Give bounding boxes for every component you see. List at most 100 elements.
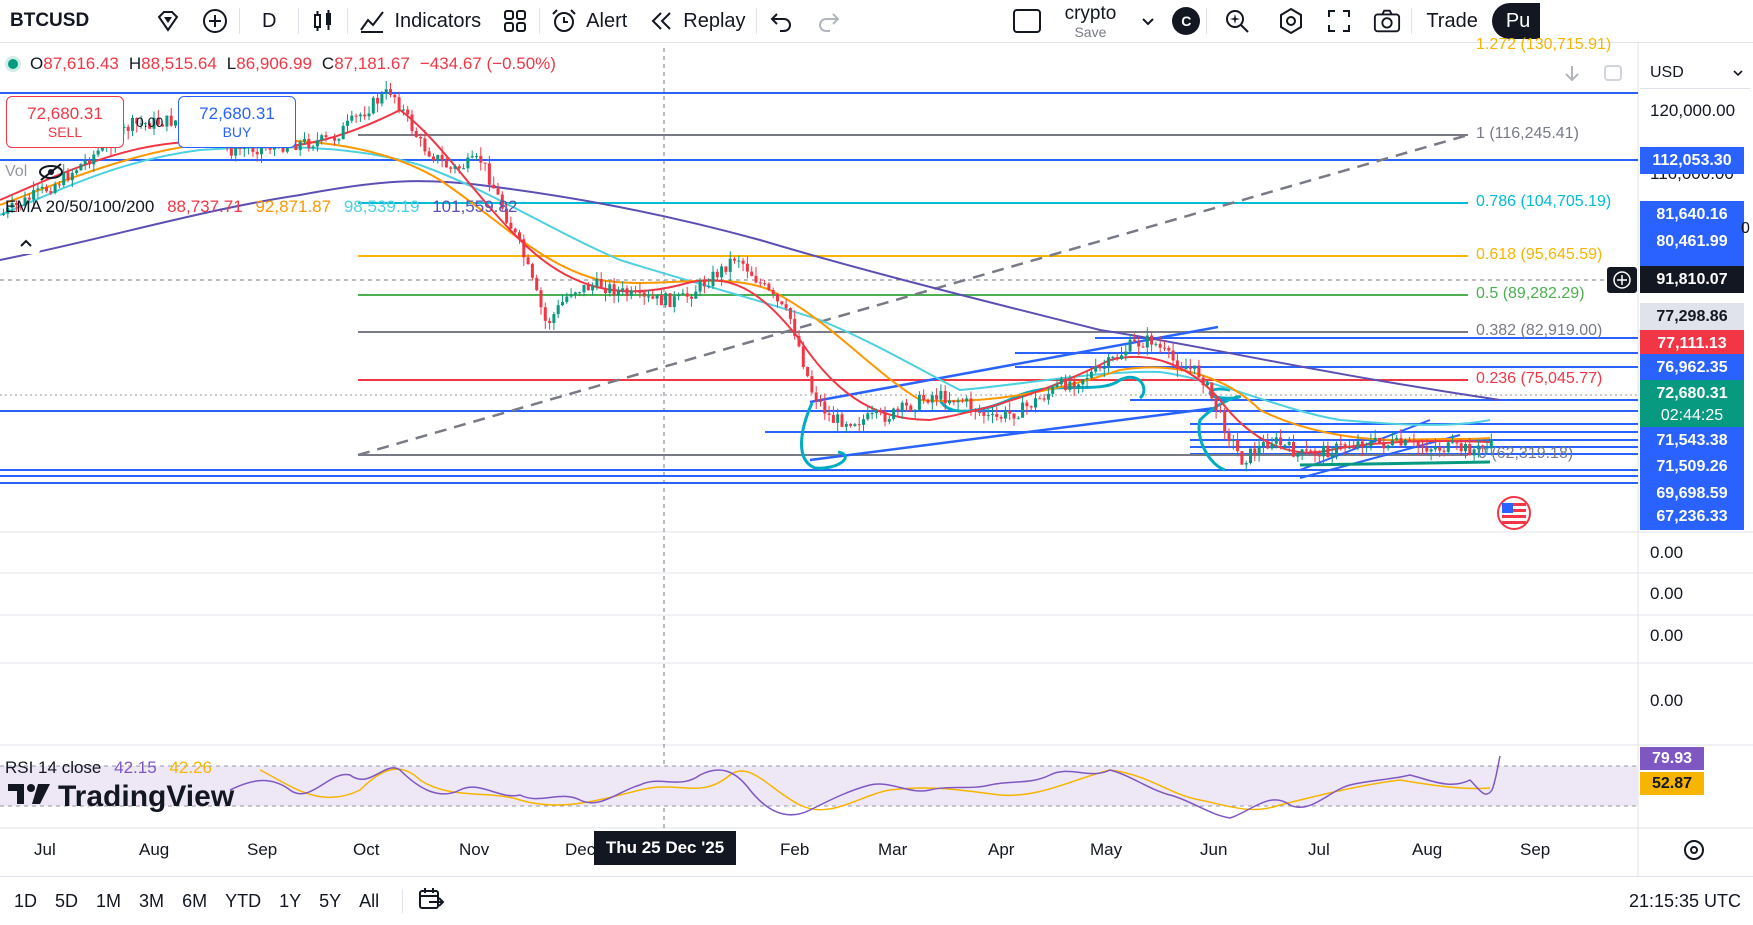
goto-date-button[interactable]	[417, 886, 445, 917]
publish-button[interactable]: Pu	[1491, 3, 1541, 39]
eye-crossed-icon[interactable]	[38, 162, 64, 182]
range-5y-button[interactable]: 5Y	[319, 890, 342, 911]
currency-select[interactable]: USD	[1640, 57, 1750, 89]
candle-body	[350, 115, 354, 121]
range-1m-button[interactable]: 1M	[96, 890, 122, 911]
settings-button[interactable]	[1267, 0, 1315, 43]
candle-body	[849, 424, 853, 426]
us-flag-icon[interactable]	[1497, 496, 1531, 530]
channel-upper-line[interactable]	[809, 325, 1219, 404]
high-value: 88,515.64	[141, 54, 217, 73]
candle-body	[1115, 356, 1119, 360]
channel-line-small[interactable]	[1299, 434, 1461, 479]
candle-body	[1485, 448, 1489, 450]
candle-body	[788, 308, 792, 319]
ema-legend[interactable]: EMA 20/50/100/200 88,737.71 92,871.87 98…	[5, 197, 517, 217]
candles-icon	[309, 7, 337, 35]
pane-value: 0.00	[1650, 543, 1684, 562]
candle-body	[479, 155, 483, 163]
range-3m-button[interactable]: 3M	[139, 890, 165, 911]
account-button[interactable]: C	[1166, 0, 1206, 43]
fib-trend-line[interactable]	[357, 133, 1469, 457]
redo-button[interactable]	[805, 0, 853, 43]
volume-legend[interactable]: Vol	[5, 162, 64, 182]
rsi-legend[interactable]: RSI 14 close 42.15 42.26	[5, 758, 212, 778]
gear-icon	[1277, 7, 1305, 35]
candle-body	[1218, 410, 1222, 412]
candle-body	[457, 166, 461, 169]
collapse-legend-button[interactable]	[12, 232, 40, 254]
buy-button[interactable]: 72,680.31 BUY	[178, 96, 296, 148]
candle-body	[711, 271, 715, 287]
calendar-goto-icon	[419, 887, 445, 909]
candle-body	[260, 146, 263, 155]
price-label: 69,698.59	[1640, 480, 1744, 507]
alert-button[interactable]: Alert	[540, 0, 637, 43]
crosshair-price-label: 91,810.07	[1640, 266, 1744, 293]
candle-body	[1446, 442, 1450, 452]
candle-body	[866, 413, 870, 420]
fullscreen-button[interactable]	[1315, 0, 1363, 43]
axis-settings-button[interactable]	[1682, 838, 1706, 867]
teal-highlight-stroke[interactable]	[800, 402, 847, 470]
tradingview-logo[interactable]: TradingView	[8, 780, 234, 814]
replay-button[interactable]: Replay	[637, 0, 755, 43]
range-ytd-button[interactable]: YTD	[225, 890, 262, 911]
interval-button[interactable]: D	[240, 0, 298, 43]
arrow-down-icon[interactable]	[1565, 66, 1579, 82]
utc-clock[interactable]: 21:15:35 UTC	[1628, 891, 1741, 911]
candle-body	[376, 97, 380, 104]
candle-body	[475, 155, 478, 157]
layout-menu-button[interactable]	[1130, 0, 1166, 43]
range-all-button[interactable]: All	[359, 890, 380, 911]
layout-name-label: crypto	[1064, 2, 1117, 24]
add-alert-crosshair-button[interactable]	[1607, 267, 1637, 293]
time-tick: Mar	[878, 840, 908, 859]
chart-canvas[interactable]	[0, 43, 1753, 876]
templates-button[interactable]	[491, 0, 539, 43]
candle-body	[1145, 335, 1149, 348]
snapshot-button[interactable]	[1363, 0, 1411, 43]
add-symbol-button[interactable]	[191, 0, 239, 43]
symbol-search[interactable]: BTCUSD	[0, 0, 145, 43]
candle-body	[1003, 410, 1007, 419]
chart-type-button[interactable]	[299, 0, 347, 43]
layout-button[interactable]	[1003, 0, 1051, 43]
diamond-icon[interactable]	[145, 0, 191, 43]
candle-body	[857, 424, 861, 426]
candle-body	[659, 294, 663, 306]
price-label: 77,298.86	[1640, 303, 1744, 330]
range-1d-button[interactable]: 1D	[14, 890, 38, 911]
range-1y-button[interactable]: 1Y	[279, 890, 302, 911]
candle-body	[578, 292, 582, 294]
sell-button[interactable]: 72,680.31 SELL	[6, 96, 124, 148]
layout-name-button[interactable]: crypto Save	[1051, 0, 1131, 43]
time-tick: Jul	[1308, 840, 1330, 859]
candle-body	[823, 401, 827, 414]
candle-body	[715, 271, 719, 278]
channel-lower-line[interactable]	[809, 406, 1216, 462]
trade-button[interactable]: Trade	[1412, 0, 1492, 43]
candle-body	[797, 335, 801, 347]
support-line-green[interactable]	[1299, 460, 1491, 467]
candle-body	[952, 400, 956, 403]
teal-highlight-stroke[interactable]	[1197, 387, 1242, 472]
candle-body	[720, 266, 724, 278]
quick-search-button[interactable]	[1207, 0, 1267, 43]
candle-body	[1137, 340, 1141, 347]
range-6m-button[interactable]: 6M	[182, 890, 208, 911]
pane-value: 0.00	[1650, 691, 1684, 710]
rsi-title: RSI 14 close	[5, 758, 102, 777]
candle-body	[522, 239, 526, 258]
candle-body	[604, 287, 607, 294]
indicators-button[interactable]: Indicators	[348, 0, 491, 43]
candle-body	[780, 301, 784, 305]
candle-body	[1356, 441, 1360, 448]
candle-body	[1175, 360, 1179, 370]
undo-button[interactable]	[757, 0, 805, 43]
candle-body	[354, 115, 358, 117]
candle-body	[1244, 462, 1248, 465]
range-5d-button[interactable]: 5D	[55, 890, 79, 911]
sync-icon[interactable]	[1604, 65, 1622, 81]
candle-body	[616, 290, 620, 296]
